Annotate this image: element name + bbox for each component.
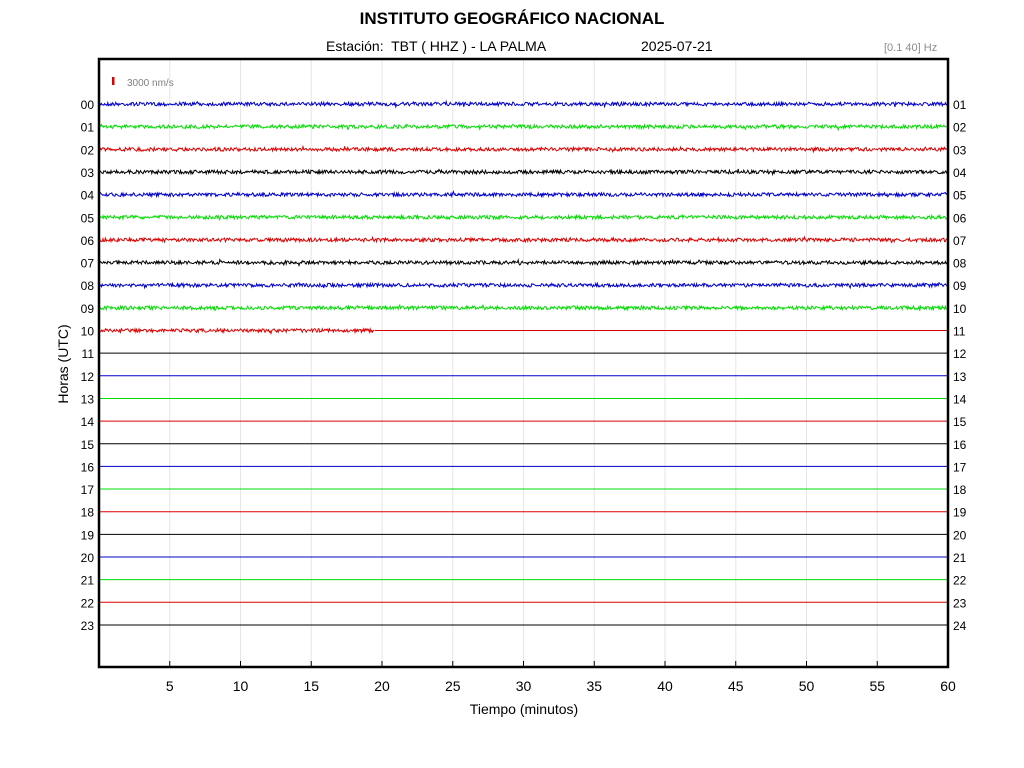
y-label-right: 17: [953, 460, 967, 474]
y-label-right: 10: [953, 302, 967, 316]
scale-bar-mark: [112, 77, 115, 85]
y-label-left: 08: [81, 279, 95, 293]
y-label-right: 01: [953, 98, 967, 112]
y-label-left: 02: [81, 143, 95, 157]
y-label-left: 16: [81, 460, 95, 474]
y-label-right: 18: [953, 483, 967, 497]
y-label-left: 00: [81, 98, 95, 112]
y-label-right: 03: [953, 143, 967, 157]
grid-lines: [169, 59, 878, 667]
y-label-right: 20: [953, 528, 967, 542]
y-label-left: 22: [81, 596, 95, 610]
y-label-left: 11: [82, 347, 95, 361]
y-label-right: 14: [953, 392, 967, 406]
trace-07: [98, 258, 949, 268]
y-label-left: 23: [81, 619, 95, 633]
y-label-right: 04: [953, 166, 967, 180]
x-tick-label: 35: [586, 678, 602, 694]
x-tick-label: 20: [374, 678, 390, 694]
y-label-right: 15: [953, 415, 967, 429]
y-label-left: 13: [81, 392, 95, 406]
y-axis-right-labels: 01 02 03 04 05 06 07 08 09 10 11 12 13 14 15 16 17 18 19 20…: [953, 98, 967, 633]
y-label-right: 13: [953, 370, 967, 384]
y-label-left: 07: [81, 257, 95, 271]
scale-bar-label: 3000 nm/s: [127, 78, 174, 89]
x-tick-label: 60: [940, 678, 956, 694]
trace-03: [98, 168, 949, 177]
trace-02: [98, 144, 949, 154]
trace-04: [98, 190, 949, 199]
trace-00: [98, 99, 949, 109]
trace-08: [98, 281, 949, 290]
y-label-left: 09: [81, 302, 95, 316]
y-label-left: 06: [81, 234, 95, 248]
y-label-right: 16: [953, 438, 967, 452]
trace-06: [98, 235, 949, 244]
y-label-right: 05: [953, 189, 967, 203]
x-axis-ticks: 5 10 15 20 25 30 35 40 45 50 55 60: [166, 661, 956, 694]
y-label-left: 17: [81, 483, 95, 497]
date-label: 2025-07-21: [641, 38, 713, 54]
x-axis-label: Tiempo (minutos): [470, 701, 578, 717]
y-label-right: 02: [953, 121, 967, 135]
x-tick-label: 25: [445, 678, 461, 694]
x-tick-label: 55: [869, 678, 885, 694]
scale-bar: 3000 nm/s: [112, 77, 174, 89]
y-label-right: 23: [953, 596, 967, 610]
y-label-right: 07: [953, 234, 967, 248]
y-label-right: 24: [953, 619, 967, 633]
x-tick-label: 30: [516, 678, 532, 694]
y-label-right: 21: [953, 551, 967, 565]
x-tick-label: 40: [657, 678, 673, 694]
seismic-traces: [98, 99, 949, 626]
y-label-left: 01: [81, 121, 95, 135]
y-label-left: 10: [81, 325, 95, 339]
y-label-left: 14: [81, 415, 95, 429]
y-axis-left-labels: 00 01 02 03 04 05 06 07 08 09 10 11 12 13 14 15 16 17 18 19…: [81, 98, 95, 633]
station-label: Estación: TBT ( HHZ ) - LA PALMA: [326, 38, 547, 54]
y-label-right: 22: [953, 574, 967, 588]
y-label-left: 12: [81, 370, 95, 384]
y-label-left: 20: [81, 551, 95, 565]
y-label-left: 05: [81, 211, 95, 225]
y-label-left: 04: [81, 189, 95, 203]
x-tick-label: 10: [233, 678, 249, 694]
y-label-left: 15: [81, 438, 95, 452]
y-label-right: 06: [953, 211, 967, 225]
x-tick-label: 50: [799, 678, 815, 694]
trace-01: [98, 123, 948, 132]
x-tick-label: 5: [166, 678, 174, 694]
filter-band-label: [0.1 40] Hz: [884, 42, 938, 54]
y-label-right: 19: [953, 506, 967, 520]
x-tick-label: 15: [303, 678, 319, 694]
y-label-left: 18: [81, 506, 95, 520]
y-label-left: 21: [81, 574, 95, 588]
page-title: INSTITUTO GEOGRÁFICO NACIONAL: [359, 9, 665, 28]
y-label-right: 12: [953, 347, 967, 361]
x-tick-label: 45: [728, 678, 744, 694]
trace-09: [98, 303, 948, 312]
trace-05: [98, 213, 949, 222]
y-axis-label: Horas (UTC): [55, 324, 71, 403]
y-label-right: 08: [953, 257, 967, 271]
y-label-right: 11: [953, 325, 966, 339]
trace-10: [98, 326, 375, 336]
y-label-left: 19: [81, 528, 95, 542]
y-label-right: 09: [953, 279, 967, 293]
y-label-left: 03: [81, 166, 95, 180]
